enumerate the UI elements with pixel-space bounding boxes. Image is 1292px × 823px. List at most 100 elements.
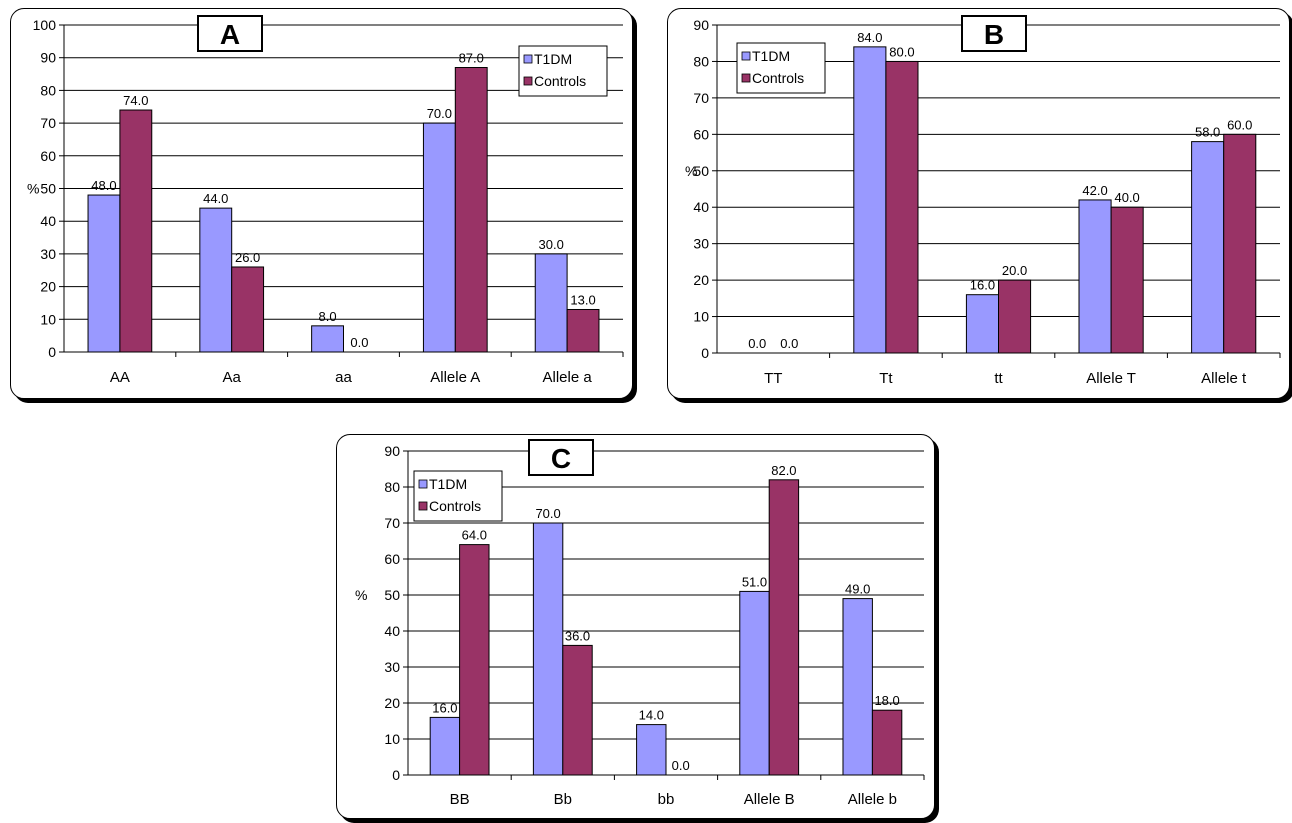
legend-label-c: T1DM bbox=[429, 476, 467, 492]
bar-c-t1dm bbox=[842, 598, 873, 776]
y-tick-label-c: 50 bbox=[384, 587, 400, 603]
legend-swatch-a bbox=[523, 54, 533, 64]
data-label-c: 82.0 bbox=[771, 463, 796, 478]
data-label-b: 16.0 bbox=[970, 278, 995, 293]
data-label-c: 0.0 bbox=[672, 758, 690, 773]
y-tick-label-a: 100 bbox=[33, 17, 57, 33]
y-axis-label-a: % bbox=[27, 181, 39, 197]
panel-label-box-a bbox=[197, 15, 263, 52]
chart-b-svg: 0 10 20 30 40 50 60 70 80 90% TT 0.0 0.0 Tt 84.0 80.0 tt… bbox=[685, 15, 1281, 387]
legend-swatch-b bbox=[741, 73, 751, 83]
x-tick-label-c: bb bbox=[658, 791, 675, 808]
data-label-a: 70.0 bbox=[427, 106, 452, 121]
chart-a-svg: 0 10 20 30 40 50 60 70 80 90 100% AA 48.0 74.0 Aa 44.0 2… bbox=[27, 15, 624, 386]
panel-label-a: A bbox=[220, 19, 240, 50]
y-tick-label-c: 60 bbox=[384, 551, 400, 567]
data-label-c: 36.0 bbox=[565, 628, 590, 643]
chart-panel-c: 0 10 20 30 40 50 60 70 80 90% BB 16.0 64.0 Bb 70.0 36.0… bbox=[336, 434, 935, 819]
legend-label-a: T1DM bbox=[534, 51, 572, 67]
data-label-a: 13.0 bbox=[570, 292, 595, 307]
y-tick-label-b: 70 bbox=[693, 90, 709, 106]
y-tick-label-c: 90 bbox=[384, 443, 400, 459]
legend-box-b bbox=[736, 42, 826, 94]
bar-c-controls bbox=[459, 544, 490, 776]
data-label-c: 18.0 bbox=[874, 693, 899, 708]
data-label-a: 26.0 bbox=[235, 250, 260, 265]
bar-b-controls bbox=[1110, 206, 1144, 354]
legend-label-c: Controls bbox=[429, 498, 481, 514]
x-tick-label-c: Bb bbox=[554, 791, 572, 808]
bar-c-t1dm bbox=[429, 716, 461, 776]
x-tick-label-b: tt bbox=[994, 370, 1003, 387]
y-tick-label-c: 10 bbox=[384, 731, 400, 747]
panel-label-box-c bbox=[528, 439, 594, 476]
y-tick-label-a: 20 bbox=[40, 279, 56, 295]
x-tick-label-b: Allele T bbox=[1086, 370, 1136, 387]
legend-label-b: Controls bbox=[752, 70, 804, 86]
x-tick-label-b: Tt bbox=[879, 370, 893, 387]
panel-label-c: C bbox=[551, 443, 571, 474]
bar-a-controls bbox=[566, 308, 600, 353]
bar-a-controls bbox=[119, 109, 153, 353]
bar-c-t1dm bbox=[739, 590, 770, 776]
bar-b-controls bbox=[998, 279, 1032, 354]
y-axis-label-b: % bbox=[685, 163, 697, 179]
data-label-b: 60.0 bbox=[1227, 117, 1252, 132]
y-axis-label-c: % bbox=[355, 587, 367, 603]
data-label-c: 64.0 bbox=[462, 528, 487, 543]
x-tick-label-c: Allele B bbox=[744, 791, 795, 808]
y-tick-label-c: 20 bbox=[384, 695, 400, 711]
chart-panel-a: 0 10 20 30 40 50 60 70 80 90 100% AA 48.0 74.0 Aa 44.0 2… bbox=[10, 8, 633, 399]
data-label-a: 74.0 bbox=[123, 93, 148, 108]
data-label-c: 49.0 bbox=[845, 582, 870, 597]
bar-a-controls bbox=[231, 266, 265, 353]
y-tick-label-a: 50 bbox=[40, 181, 56, 197]
bar-b-t1dm bbox=[965, 294, 999, 354]
data-label-c: 16.0 bbox=[432, 700, 457, 715]
y-tick-label-b: 50 bbox=[693, 163, 709, 179]
bar-c-t1dm bbox=[636, 724, 667, 776]
data-label-b: 40.0 bbox=[1114, 190, 1139, 205]
chart-c-svg: 0 10 20 30 40 50 60 70 80 90% BB 16.0 64.0 Bb 70.0 36.0… bbox=[355, 439, 925, 808]
legend-label-b: T1DM bbox=[752, 48, 790, 64]
y-tick-label-c: 80 bbox=[384, 479, 400, 495]
data-label-a: 48.0 bbox=[91, 178, 116, 193]
y-tick-label-c: 40 bbox=[384, 623, 400, 639]
legend-swatch-c bbox=[418, 501, 428, 511]
legend-box-c bbox=[413, 470, 503, 522]
data-label-b: 42.0 bbox=[1082, 183, 1107, 198]
y-tick-label-b: 40 bbox=[693, 199, 709, 215]
y-tick-label-a: 10 bbox=[40, 311, 56, 327]
legend-box-a bbox=[518, 45, 608, 97]
legend-swatch-c bbox=[418, 479, 428, 489]
data-label-a: 8.0 bbox=[319, 309, 337, 324]
data-label-c: 70.0 bbox=[535, 506, 560, 521]
y-tick-label-a: 30 bbox=[40, 246, 56, 262]
bar-b-controls bbox=[1223, 133, 1257, 354]
bar-b-t1dm bbox=[853, 46, 887, 354]
bar-c-controls bbox=[768, 479, 800, 776]
bar-a-t1dm bbox=[422, 122, 456, 353]
bar-b-t1dm bbox=[1191, 141, 1225, 354]
x-tick-label-a: Allele a bbox=[542, 369, 592, 386]
x-tick-label-c: BB bbox=[450, 791, 470, 808]
x-tick-label-a: aa bbox=[335, 369, 352, 386]
y-tick-label-b: 10 bbox=[693, 309, 709, 325]
data-label-b: 80.0 bbox=[889, 44, 914, 59]
y-tick-label-a: 60 bbox=[40, 148, 56, 164]
data-label-c: 51.0 bbox=[742, 574, 767, 589]
bar-b-controls bbox=[885, 60, 919, 354]
data-label-b: 0.0 bbox=[748, 336, 766, 351]
y-tick-label-c: 30 bbox=[384, 659, 400, 675]
panel-label-box-b bbox=[961, 15, 1027, 52]
bar-c-t1dm bbox=[532, 522, 564, 776]
bar-a-t1dm bbox=[87, 194, 121, 353]
data-label-b: 20.0 bbox=[1002, 263, 1027, 278]
x-tick-label-a: AA bbox=[110, 369, 130, 386]
y-tick-label-c: 0 bbox=[392, 767, 400, 783]
data-label-b: 0.0 bbox=[780, 336, 798, 351]
x-tick-label-c: Allele b bbox=[848, 791, 897, 808]
x-tick-label-b: TT bbox=[764, 370, 782, 387]
y-tick-label-a: 90 bbox=[40, 50, 56, 66]
bar-a-t1dm bbox=[311, 325, 344, 353]
